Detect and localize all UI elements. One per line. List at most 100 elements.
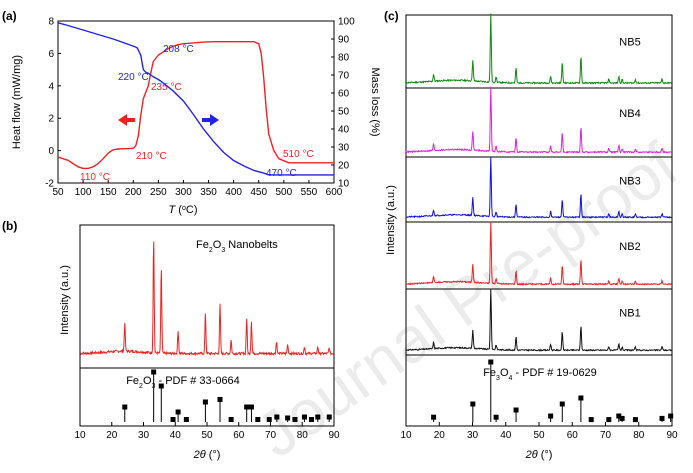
x-tick-label: 10 — [74, 430, 86, 441]
reference-marker — [244, 404, 250, 410]
x-tick-label: 80 — [633, 430, 645, 441]
panel-a-x-label: T (oC) — [169, 204, 198, 216]
reference-marker — [255, 417, 261, 422]
y-left-tick-label: 2 — [48, 114, 54, 125]
x-tick-label: 50 — [52, 187, 64, 198]
reference-marker — [266, 417, 272, 422]
panel-c-patterns: NB5 NB4 NB3 NB2 NB1 — [405, 13, 673, 352]
annotation-235: 235 °C — [151, 82, 182, 93]
x-tick-label: 250 — [150, 187, 167, 198]
panel-a-y-right-label: Mass loss (%) — [369, 67, 381, 136]
fe2o3-pattern-line — [79, 241, 335, 357]
annotation-470: 470 °C — [266, 168, 297, 179]
panel-a: (a) 50 100 150 200 250 300 350 400 450 500 550 600 … — [2, 9, 381, 216]
fe2o3-legend: Fe2O3 Nanobelts — [196, 239, 278, 254]
reference-marker — [183, 417, 189, 422]
y-left-tick-label: 6 — [48, 49, 54, 60]
reference-marker — [632, 417, 638, 423]
x-tick-label: 70 — [265, 430, 277, 441]
x-tick-label: 200 — [125, 187, 142, 198]
x-tick-label: 30 — [138, 430, 150, 441]
reference-marker — [122, 404, 128, 410]
x-tick-label: 40 — [500, 430, 512, 441]
series-label-nb1: NB1 — [619, 308, 640, 320]
x-tick-label: 60 — [567, 430, 579, 441]
reference-marker — [202, 399, 208, 405]
panel-b-x-label: 2θ (°) — [193, 449, 221, 461]
reference-marker — [513, 407, 519, 413]
panel-c: (c) NB5 NB4 NB3 NB2 NB1 10 20 30 40 50 60 70 80 90 F… — [384, 9, 678, 461]
y-left-tick-label: -2 — [45, 179, 54, 190]
x-tick-label: 50 — [201, 430, 213, 441]
reference-marker — [588, 417, 594, 423]
xrd-line-nb4 — [405, 86, 673, 154]
x-tick-label: 300 — [175, 187, 192, 198]
reference-marker — [493, 414, 499, 420]
panel-b: (b) 10 20 30 40 50 60 70 80 90 Fe2O3 Nanobelts F… — [2, 219, 340, 461]
reference-marker — [578, 395, 584, 401]
y-left-tick-label: 8 — [48, 17, 54, 28]
panel-c-dividers — [406, 87, 672, 356]
xrd-line-nb2 — [405, 221, 673, 286]
fe2o3-reference-label: Fe2O3 - PDF # 33-0664 — [126, 375, 240, 390]
x-tick-label: 50 — [533, 430, 545, 441]
reference-marker — [228, 417, 234, 422]
reference-marker — [488, 359, 494, 365]
reference-marker — [559, 401, 565, 407]
x-tick-label: 100 — [75, 187, 92, 198]
annotation-110: 110 °C — [80, 172, 110, 183]
heat-flow-arrow — [118, 114, 135, 126]
y-right-tick-label: 30 — [338, 143, 350, 154]
x-tick-label: 150 — [100, 187, 117, 198]
annotation-208: 208 °C — [163, 44, 194, 55]
y-right-tick-label: 90 — [338, 35, 350, 46]
x-tick-label: 20 — [106, 430, 118, 441]
fe3o4-reference-sticks — [431, 359, 674, 423]
x-tick-label: 90 — [666, 430, 678, 441]
annotation-210: 210 °C — [136, 151, 167, 162]
reference-marker — [292, 417, 298, 422]
xrd-line-nb3 — [405, 156, 673, 219]
reference-marker — [158, 383, 164, 389]
x-tick-label: 550 — [301, 187, 318, 198]
reference-marker — [431, 414, 437, 420]
reference-marker — [217, 397, 223, 402]
x-tick-label: 90 — [328, 430, 340, 441]
x-tick-label: 20 — [434, 430, 446, 441]
x-tick-label: 350 — [200, 187, 217, 198]
reference-marker — [619, 415, 625, 421]
annotation-510: 510 °C — [283, 149, 314, 160]
panel-b-y-label: Intensity (a.u.) — [59, 265, 71, 335]
y-left-tick-label: 0 — [48, 146, 54, 157]
panel-b-x-ticks: 10 20 30 40 50 60 70 80 90 — [74, 422, 340, 441]
y-right-tick-label: 60 — [338, 89, 350, 100]
x-tick-label: 80 — [297, 430, 309, 441]
reference-marker — [175, 409, 181, 415]
series-label-nb5: NB5 — [619, 37, 640, 49]
reference-marker — [301, 414, 307, 420]
reference-marker — [668, 413, 674, 419]
x-tick-label: 10 — [400, 430, 412, 441]
series-label-nb4: NB4 — [619, 108, 640, 120]
panel-a-frame — [57, 20, 335, 184]
x-tick-label: 500 — [275, 187, 292, 198]
x-tick-label: 450 — [250, 187, 267, 198]
reference-marker — [326, 414, 332, 420]
reference-marker — [170, 417, 176, 422]
series-label-nb3: NB3 — [619, 175, 640, 187]
reference-marker — [659, 415, 665, 421]
x-tick-label: 30 — [467, 430, 479, 441]
panel-c-y-label: Intensity (a.u.) — [385, 185, 397, 255]
panel-c-x-ticks: 10 20 30 40 50 60 70 80 90 — [400, 422, 678, 441]
annotation-220: 220 °C — [118, 72, 149, 83]
reference-marker — [248, 404, 254, 410]
reference-marker — [548, 413, 554, 419]
reference-marker — [285, 415, 291, 421]
x-tick-label: 600 — [326, 187, 343, 198]
mass-loss-line — [57, 22, 334, 176]
y-right-tick-label: 80 — [338, 53, 350, 64]
x-tick-label: 40 — [170, 430, 182, 441]
fe2o3-reference-sticks — [122, 369, 332, 422]
reference-marker — [616, 413, 622, 419]
